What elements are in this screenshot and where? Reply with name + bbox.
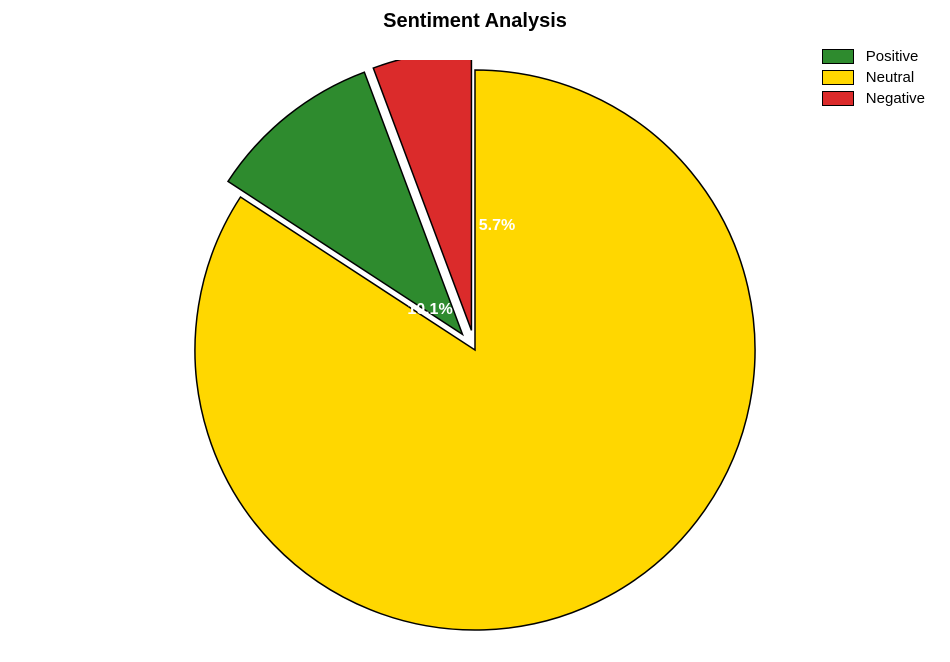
legend-swatch-neutral <box>822 70 854 85</box>
legend-item-positive: Positive <box>822 48 925 65</box>
slice-label-negative: 5.7% <box>479 217 515 235</box>
chart-title: Sentiment Analysis <box>383 10 567 33</box>
legend-label-positive: Positive <box>866 48 919 65</box>
pie-svg <box>180 60 770 640</box>
legend-label-negative: Negative <box>866 90 925 107</box>
legend-label-neutral: Neutral <box>866 69 914 86</box>
slice-label-neutral: 84.2% <box>782 489 827 507</box>
slice-label-positive: 10.1% <box>407 301 452 319</box>
legend-item-negative: Negative <box>822 90 925 107</box>
legend-item-neutral: Neutral <box>822 69 925 86</box>
legend-swatch-negative <box>822 91 854 106</box>
legend: Positive Neutral Negative <box>822 48 925 111</box>
legend-swatch-positive <box>822 49 854 64</box>
pie-chart: 84.2% 10.1% 5.7% <box>180 60 770 640</box>
